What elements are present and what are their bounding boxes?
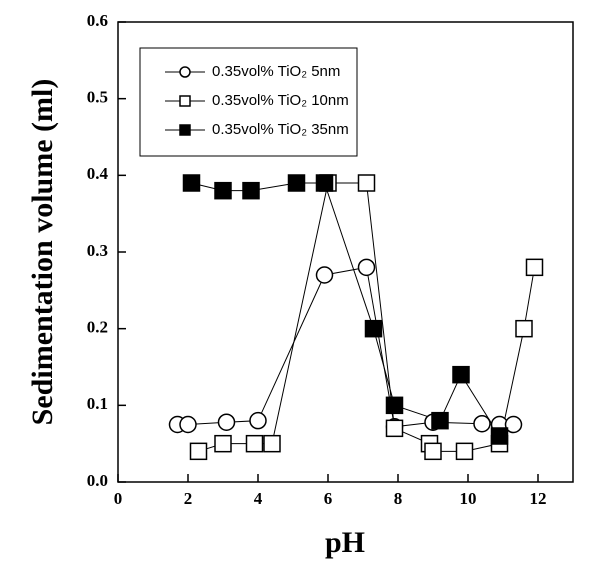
data-point	[364, 319, 383, 338]
y-tick-label: 0.2	[87, 318, 108, 337]
data-point	[385, 419, 404, 438]
x-tick-label: 4	[254, 489, 263, 508]
x-tick-label: 0	[114, 489, 123, 508]
data-point	[504, 415, 523, 434]
data-point	[357, 174, 376, 192]
y-tick-label: 0.5	[87, 88, 108, 107]
data-point	[424, 442, 442, 461]
data-point	[490, 427, 509, 445]
legend-marker	[179, 66, 191, 78]
data-point	[182, 174, 201, 192]
data-point	[214, 181, 232, 200]
x-tick-label: 2	[184, 489, 193, 508]
x-tick-label: 8	[394, 489, 403, 508]
data-point	[263, 434, 281, 453]
y-tick-label: 0.1	[87, 394, 108, 413]
legend-marker	[179, 95, 191, 107]
data-point	[431, 411, 449, 430]
data-point	[315, 266, 334, 284]
x-axis-label: pH	[325, 526, 365, 559]
legend-label: 0.35vol% TiO₂ 5nm	[212, 63, 340, 80]
data-point	[249, 411, 267, 430]
y-tick-label: 0.3	[87, 241, 108, 260]
legend-label: 0.35vol% TiO₂ 10nm	[212, 92, 349, 109]
data-point	[473, 414, 491, 433]
data-point	[214, 434, 232, 453]
x-tick-label: 10	[460, 489, 477, 508]
data-point	[315, 174, 334, 192]
data-point	[179, 415, 197, 434]
data-point	[455, 442, 474, 461]
series-line	[177, 266, 514, 428]
series-line	[191, 182, 500, 437]
y-tick-label: 0.4	[87, 164, 109, 183]
data-point	[525, 258, 544, 277]
y-tick-label: 0.6	[87, 11, 108, 30]
x-tick-label: 6	[324, 489, 333, 508]
data-point	[245, 434, 264, 453]
legend-box	[139, 47, 358, 157]
y-tick-label: 0.0	[87, 471, 108, 490]
legend-marker	[179, 124, 191, 136]
data-point	[287, 174, 306, 192]
data-point	[452, 365, 470, 384]
data-point	[242, 181, 260, 200]
data-point	[217, 413, 236, 431]
data-point	[189, 442, 208, 461]
data-point	[515, 319, 533, 338]
data-point	[357, 258, 376, 277]
data-point	[385, 396, 404, 415]
y-axis-label: Sedimentation volume (ml)	[26, 79, 59, 426]
x-tick-label: 12	[530, 489, 547, 508]
legend-label: 0.35vol% TiO₂ 35nm	[212, 121, 349, 138]
